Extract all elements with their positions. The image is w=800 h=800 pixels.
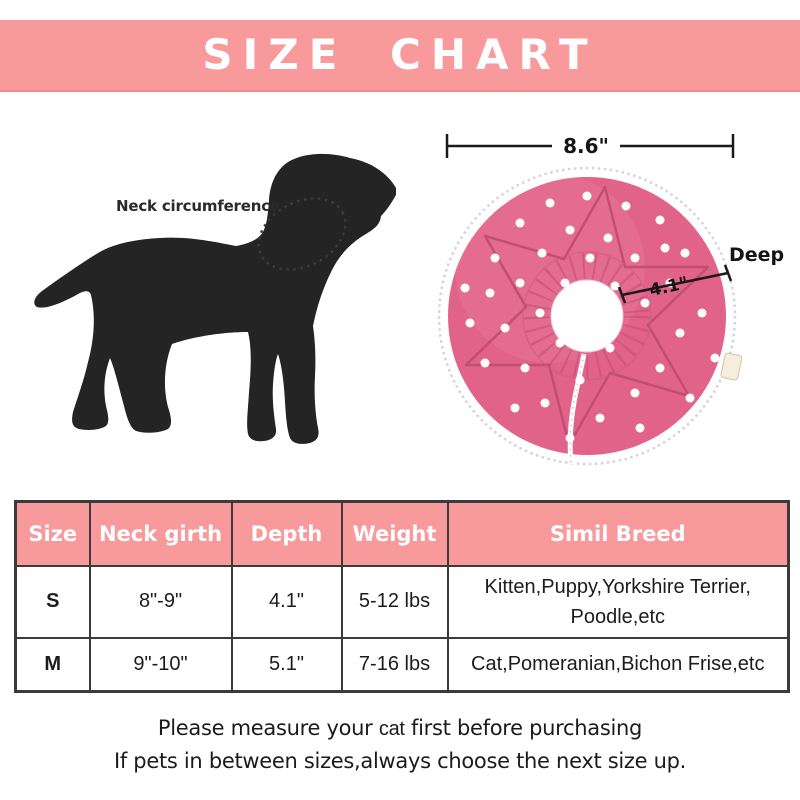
neck-measurement-ellipse xyxy=(257,197,347,271)
cell-depth-m: 5.1" xyxy=(230,636,343,693)
width-dimension-label: 8.6" xyxy=(563,134,609,158)
dog-silhouette-graphic: Neck circumference xyxy=(34,153,396,444)
cell-weight-m: 7-16 lbs xyxy=(340,636,449,693)
collar-inner-seam xyxy=(522,251,652,381)
collar-gather-ring xyxy=(524,253,650,379)
footer-notes: Please measure your cat first before pur… xyxy=(0,712,800,777)
table-row-m: M 9"-10" 5.1" 7-16 lbs Cat,Pomeranian,Bi… xyxy=(14,636,790,693)
cell-neck-girth-s: 8"-9" xyxy=(88,564,233,639)
footer-note-1-prefix: Please measure your xyxy=(157,716,379,740)
cell-depth-s: 4.1" xyxy=(230,564,343,639)
breed-s-line1: Kitten,Puppy,Yorkshire Terrier, xyxy=(484,575,751,598)
cell-neck-girth-m: 9"-10" xyxy=(88,636,233,693)
polka-dots xyxy=(460,191,720,443)
cat-highlight: cat xyxy=(378,718,405,740)
collar-body xyxy=(437,166,743,466)
header-simil-breed: Simil Breed xyxy=(446,500,790,567)
collar-tag xyxy=(720,352,743,381)
collar-hole xyxy=(550,279,624,353)
collar-front-split-trim xyxy=(569,353,585,465)
header-weight: Weight xyxy=(340,500,449,567)
cell-size-s: S xyxy=(14,564,91,639)
cell-breed-s: Kitten,Puppy,Yorkshire Terrier, Poodle,e… xyxy=(446,564,790,639)
neck-circumference-label: Neck circumference xyxy=(116,197,280,215)
size-chart-title: SIZE CHART xyxy=(202,30,598,79)
footer-note-2: If pets in between sizes,always choose t… xyxy=(113,749,687,773)
breed-m-line1: Cat,Pomeranian,Bichon Frise,etc xyxy=(471,653,765,676)
header-neck-girth: Neck girth xyxy=(88,500,233,567)
header-depth: Depth xyxy=(230,500,343,567)
dog-silhouette xyxy=(34,153,396,444)
size-table: Size Neck girth Depth Weight Simil Breed… xyxy=(14,500,790,693)
table-row-s: S 8"-9" 4.1" 5-12 lbs Kitten,Puppy,Yorks… xyxy=(14,564,790,639)
footer-note-1: Please measure your cat first before pur… xyxy=(0,712,800,745)
width-dimension xyxy=(445,134,735,158)
header-size: Size xyxy=(14,500,91,567)
table-header-row: Size Neck girth Depth Weight Simil Breed xyxy=(14,500,790,567)
collar-product-graphic: 8.6" 4.1" xyxy=(437,134,784,466)
size-chart-banner: SIZE CHART xyxy=(0,20,800,92)
cell-breed-m: Cat,Pomeranian,Bichon Frise,etc xyxy=(446,636,790,693)
cell-weight-s: 5-12 lbs xyxy=(340,564,449,639)
footer-note-1-suffix: first before purchasing xyxy=(404,716,643,740)
deep-label: Deep xyxy=(729,244,784,266)
breed-s-line2: Poodle,etc xyxy=(570,605,665,628)
depth-dimension xyxy=(617,264,733,304)
cell-size-m: M xyxy=(14,636,91,693)
